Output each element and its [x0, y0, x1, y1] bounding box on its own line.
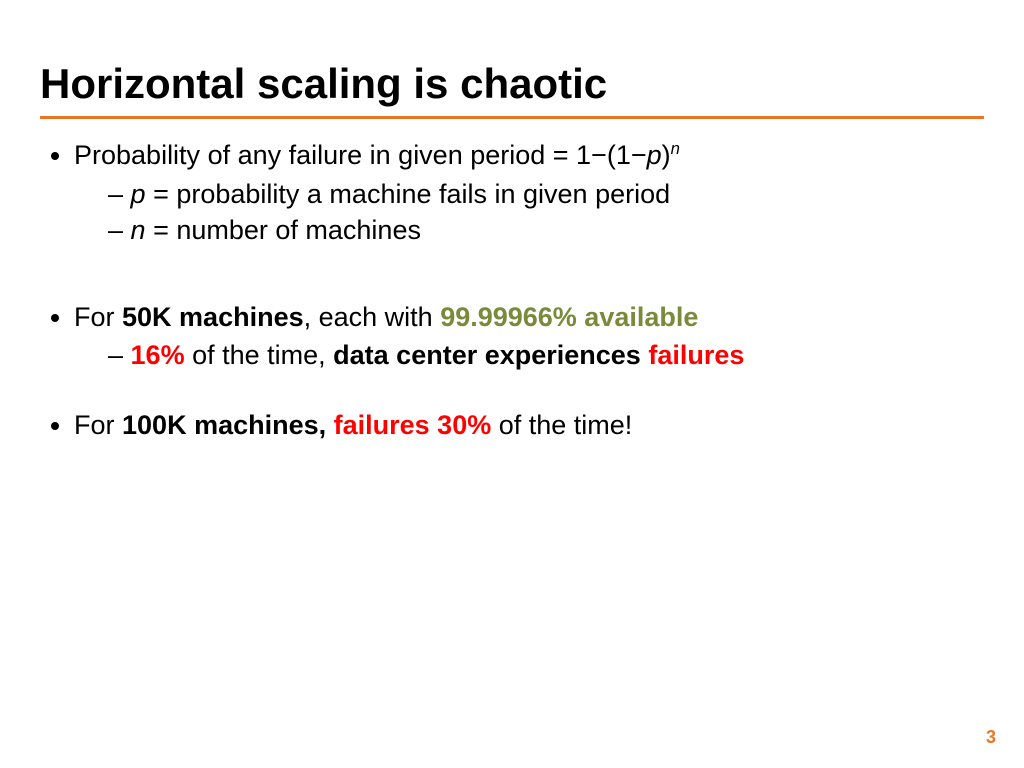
bullet-2: For 50K machines, each with 99.99966% av…	[74, 299, 984, 374]
b2s-pct: 16%	[131, 340, 185, 370]
b2s-fail: failures	[648, 340, 744, 370]
slide-title: Horizontal scaling is chaotic	[40, 60, 984, 108]
b1-text-a: Probability of any failure in given peri…	[74, 140, 647, 170]
title-rule	[40, 116, 984, 119]
slide: Horizontal scaling is chaotic Probabilit…	[0, 0, 1024, 768]
bullet-1-sub-1: p = probability a machine fails in given…	[108, 176, 984, 212]
bullet-2-sublist: 16% of the time, data center experiences…	[74, 337, 984, 373]
b1s2-rest: number of machines	[176, 215, 421, 245]
b3-rest: of the time!	[491, 410, 632, 440]
b1s1-var: p	[131, 179, 146, 209]
page-number: 3	[986, 727, 996, 748]
b1s2-var: n	[131, 215, 146, 245]
spacer	[74, 377, 984, 407]
b3-machines: 100K machines,	[122, 410, 326, 440]
spacer	[74, 253, 984, 299]
bullet-1: Probability of any failure in given peri…	[74, 137, 984, 248]
b3-sp	[326, 410, 334, 440]
b1s2-eq: =	[146, 215, 177, 245]
b1-n: n	[671, 139, 680, 158]
bullet-1-sub-2: n = number of machines	[108, 212, 984, 248]
b2s-mid: of the time,	[185, 340, 334, 370]
b1s1-eq: =	[146, 179, 177, 209]
b1s1-rest: probability a machine fails in given per…	[176, 179, 670, 209]
bullet-2-sub-1: 16% of the time, data center experiences…	[108, 337, 984, 373]
b3-a: For	[74, 410, 122, 440]
b3-fail: failures 30%	[334, 410, 492, 440]
b2-a: For	[74, 302, 122, 332]
bullet-3: For 100K machines, failures 30% of the t…	[74, 407, 984, 443]
b1-p: p	[647, 140, 662, 170]
b2-machines: 50K machines	[122, 302, 304, 332]
b2-avail: 99.99966% available	[440, 302, 698, 332]
b2-b: , each with	[304, 302, 441, 332]
bullet-list: Probability of any failure in given peri…	[40, 137, 984, 444]
bullet-1-sublist: p = probability a machine fails in given…	[74, 176, 984, 249]
b2s-dc: data center experiences	[333, 340, 641, 370]
b1-text-b: )	[662, 140, 671, 170]
